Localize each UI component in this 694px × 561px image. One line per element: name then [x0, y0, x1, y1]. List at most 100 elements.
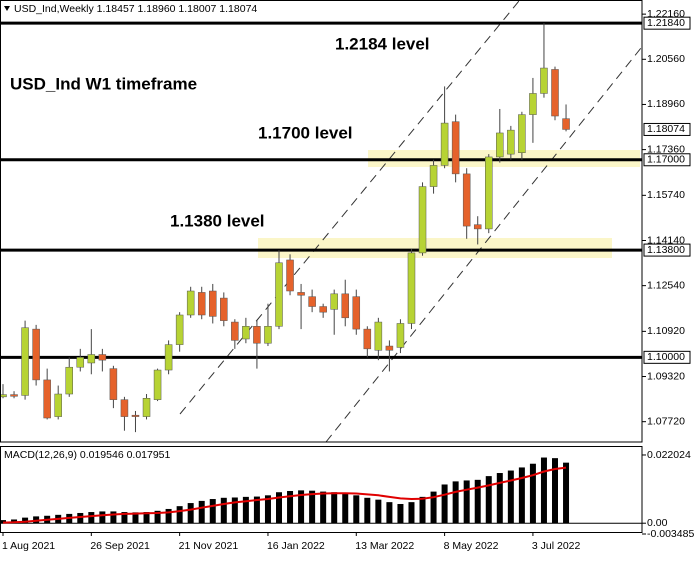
macd-bar [99, 511, 106, 524]
macd-bar [397, 503, 404, 524]
candle-body [175, 314, 184, 345]
candle-body [473, 224, 482, 230]
macd-bar [143, 512, 150, 524]
macd-bar [375, 499, 382, 524]
candle-body [451, 121, 460, 175]
macd-bar [242, 496, 249, 524]
candle-body [253, 326, 261, 344]
candle-body [407, 252, 416, 324]
candle-body [462, 173, 471, 227]
annotation: USD_Ind W1 timeframe [10, 74, 197, 93]
candle-body [98, 354, 107, 361]
chart-header: USD_Ind,Weekly 1.18457 1.18960 1.18007 1… [14, 3, 257, 15]
candle-body [231, 321, 239, 341]
macd-bar [540, 457, 547, 524]
annotation: 1.1380 level [170, 211, 265, 230]
macd-bar [309, 490, 316, 524]
candle-body [551, 69, 559, 117]
macd-bar [132, 512, 139, 524]
macd-bar [552, 458, 558, 524]
support-zone [258, 238, 612, 258]
last-price-label: 1.18074 [647, 123, 685, 135]
macd-bar [110, 511, 117, 524]
candle-body [65, 366, 73, 395]
y-tick-label: 0.00 [647, 517, 668, 529]
candle-body [429, 165, 438, 187]
level-label: 1.21840 [647, 17, 685, 29]
macd-bar [507, 470, 514, 524]
macd-bar [198, 500, 205, 524]
y-tick-label: 1.10920 [647, 325, 685, 337]
macd-bar [331, 492, 338, 524]
macd-bar [220, 497, 227, 524]
macd-bar [264, 495, 271, 524]
macd-bar [485, 476, 492, 524]
x-tick-label: 8 May 2022 [444, 540, 499, 552]
candle-body [496, 132, 504, 158]
macd-bar [342, 493, 349, 524]
macd-bar [154, 510, 161, 524]
macd-bar [518, 467, 525, 524]
macd-bar [563, 462, 570, 524]
candle-body [352, 296, 361, 330]
candle-body [385, 345, 394, 351]
candle-body [518, 114, 526, 153]
macd-bar [22, 517, 29, 524]
candle-body [562, 118, 570, 130]
candle-body [87, 354, 96, 364]
candle-body [209, 290, 217, 317]
y-tick-label: 1.20560 [647, 53, 685, 65]
candle-body [540, 67, 548, 94]
candle-body [440, 122, 449, 166]
macd-bar [452, 481, 459, 524]
macd-bar [430, 491, 437, 524]
level-label: 1.10000 [647, 351, 685, 363]
macd-bar [176, 506, 183, 524]
candle-body [131, 414, 140, 417]
candle-body [10, 394, 18, 397]
candle-body [164, 344, 173, 371]
candle-body [76, 357, 85, 368]
candle-body [374, 321, 383, 351]
macd-bar [408, 502, 415, 524]
x-tick-label: 1 Aug 2021 [2, 540, 55, 552]
main-panel-border [0, 0, 643, 443]
plot-layer [0, 21, 642, 524]
macd-bar [298, 490, 305, 524]
macd-header: MACD(12,26,9) 0.019546 0.017951 [4, 449, 171, 461]
signal-line [2, 466, 567, 524]
x-tick-label: 13 Mar 2022 [355, 540, 414, 552]
candle-body [186, 290, 195, 316]
menu-triangle [4, 6, 10, 11]
candle-body [264, 326, 272, 344]
macd-panel-border [0, 446, 643, 533]
candle-body [308, 296, 316, 307]
candle-body [529, 93, 537, 115]
macd-bar [353, 495, 360, 524]
candle-body [21, 327, 29, 396]
candle-body [418, 186, 427, 254]
candle-body [0, 394, 7, 398]
macd-bar [496, 473, 503, 524]
y-tick-label: 1.15740 [647, 189, 685, 201]
macd-bar [463, 480, 470, 524]
candle-body [32, 328, 40, 381]
x-tick-label: 21 Nov 2021 [179, 540, 239, 552]
candle-body [507, 129, 515, 155]
macd-bar [287, 490, 294, 524]
level-label-box [643, 350, 691, 364]
candle-body [297, 292, 305, 296]
candle-body [220, 297, 228, 321]
candle-body [142, 398, 151, 417]
macd-bar [419, 496, 426, 524]
candle-body [120, 399, 129, 417]
macd-bar [187, 503, 194, 524]
annotation: 1.1700 level [258, 123, 353, 142]
candle-body [275, 262, 283, 327]
x-tick-label: 3 Jul 2022 [532, 540, 581, 552]
level-label: 1.13800 [647, 244, 685, 256]
macd-bar [209, 499, 216, 524]
candle-body [109, 368, 118, 400]
level-label-box [643, 153, 691, 167]
macd-bar [77, 512, 84, 524]
